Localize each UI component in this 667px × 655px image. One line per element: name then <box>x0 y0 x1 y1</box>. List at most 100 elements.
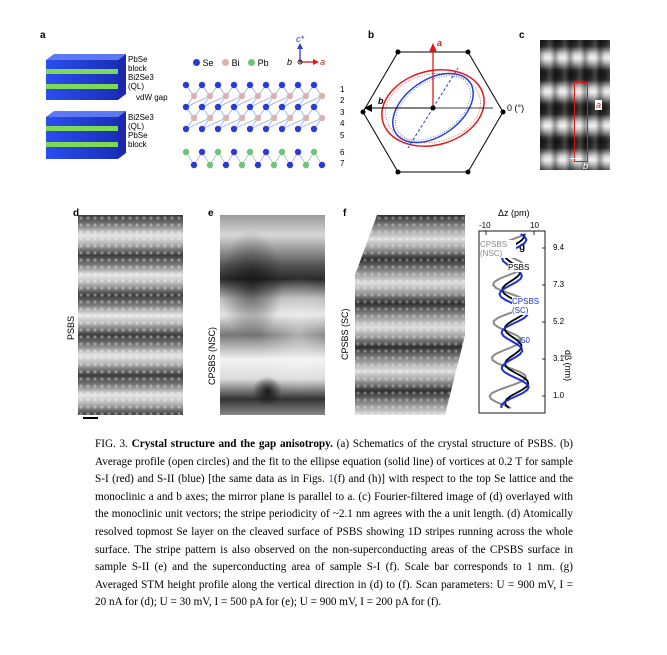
atom <box>214 125 222 133</box>
figure-caption: FIG. 3. Crystal structure and the gap an… <box>95 436 573 612</box>
panel-label-g: g <box>519 242 526 253</box>
layer-numbers: 1 2 3 4 5 6 7 <box>340 84 344 170</box>
layer-7: 7 <box>340 159 345 169</box>
scale-bar <box>83 417 98 419</box>
slab-schematic <box>38 50 138 180</box>
pb-swatch <box>248 59 256 66</box>
g-xtick-pos: 10 <box>530 221 539 230</box>
legend-se: Se <box>202 58 214 68</box>
caption-ref-link[interactable]: 1 <box>328 473 334 486</box>
atom <box>302 161 310 169</box>
atom <box>190 161 198 169</box>
atom <box>278 81 286 89</box>
atom <box>286 161 294 169</box>
caption-title: Crystal structure and the gap anisotropy… <box>131 438 333 450</box>
atom <box>310 148 318 156</box>
layer-2: 2 <box>340 96 345 106</box>
atom-legend: Se Bi Pb <box>193 58 269 68</box>
axis-a-label-b: a <box>437 38 443 48</box>
atom <box>262 125 270 133</box>
ylabel-psbs: PSBS <box>66 315 76 340</box>
atom <box>198 81 206 89</box>
atom <box>230 81 238 89</box>
atom <box>278 148 286 156</box>
legend-pb: Pb <box>257 58 269 68</box>
atom <box>310 125 318 133</box>
atom <box>262 81 270 89</box>
atom <box>318 114 326 122</box>
atom <box>198 125 206 133</box>
atom <box>254 114 262 122</box>
panel-label-d: d <box>73 208 80 219</box>
layer-6: 6 <box>340 148 345 158</box>
atom <box>222 114 230 122</box>
atom <box>310 103 318 111</box>
label-pbse-bottom: PbSe <box>128 131 148 140</box>
ylabel-cpsbs-nsc: CPSBS (NSC) <box>207 326 217 385</box>
g-ytick-5: 1.0 <box>553 391 565 400</box>
height-profile-plot <box>478 230 548 420</box>
label-block-top: block <box>128 64 147 73</box>
atom <box>190 114 198 122</box>
atom <box>286 114 294 122</box>
atom <box>230 103 238 111</box>
g-ylabel: dβ (nm) <box>563 350 573 382</box>
atom <box>238 114 246 122</box>
atom <box>294 125 302 133</box>
angle-label: 0 (°) <box>507 103 525 113</box>
atom <box>182 103 190 111</box>
stm-image-cpsbs-sc <box>355 215 465 415</box>
atom <box>270 161 278 169</box>
layer-5: 5 <box>340 130 345 140</box>
g-label-sc: CPSBS (SC) <box>512 297 542 315</box>
g-label-psbs: PSBS <box>508 263 530 272</box>
atom <box>310 81 318 89</box>
atom <box>190 92 198 100</box>
se-swatch <box>193 59 200 66</box>
axis-c-label: c* <box>296 34 305 44</box>
atom <box>222 161 230 169</box>
atom <box>294 81 302 89</box>
atom <box>262 103 270 111</box>
caption-text-1: (a) Schematics of the crystal structure … <box>95 438 574 486</box>
caption-fig-number: FIG. 3. <box>95 438 128 450</box>
label-ql: (QL) <box>128 82 144 91</box>
atom <box>214 148 222 156</box>
caption-text-2: (f) and (h)] with respect to the top Se … <box>95 473 573 609</box>
g-ytick-2: 7.3 <box>553 280 565 289</box>
label-vdw: vdW gap <box>136 93 168 102</box>
label-bi2se3: Bi2Se3 <box>128 73 154 82</box>
g-ytick-3: 5.2 <box>553 317 565 326</box>
label-block-bottom: block <box>128 140 147 149</box>
axis-b-label-b: b <box>378 96 384 106</box>
atom <box>302 114 310 122</box>
panel-label-b: b <box>368 30 375 41</box>
panel-label-f: f <box>343 208 347 219</box>
atom <box>318 92 326 100</box>
atom <box>294 148 302 156</box>
atom <box>206 161 214 169</box>
label-pbse-top: PbSe <box>128 55 148 64</box>
atom <box>230 125 238 133</box>
g-ytick-1: 9.4 <box>553 243 565 252</box>
atom <box>214 103 222 111</box>
axes-glyph <box>288 40 338 75</box>
stm-image-cpsbs-nsc <box>220 215 325 415</box>
g-label-nsc: CPSBS (NSC) <box>480 240 516 258</box>
c-label-a: a <box>595 100 603 110</box>
vortex-profile-plot <box>358 40 508 185</box>
atom <box>238 161 246 169</box>
atom <box>246 125 254 133</box>
atom <box>198 103 206 111</box>
atom <box>246 81 254 89</box>
ylabel-cpsbs-sc: CPSBS (SC) <box>340 308 350 360</box>
c-label-b: b <box>583 161 589 171</box>
atom <box>246 148 254 156</box>
g-xlabel: Δz (pm) <box>498 208 530 218</box>
legend-bi: Bi <box>231 58 240 68</box>
g-xtick-neg: -10 <box>479 221 491 230</box>
g-ytick-4: 3.1 <box>553 354 565 363</box>
atom <box>182 125 190 133</box>
atom <box>262 148 270 156</box>
atom <box>270 92 278 100</box>
